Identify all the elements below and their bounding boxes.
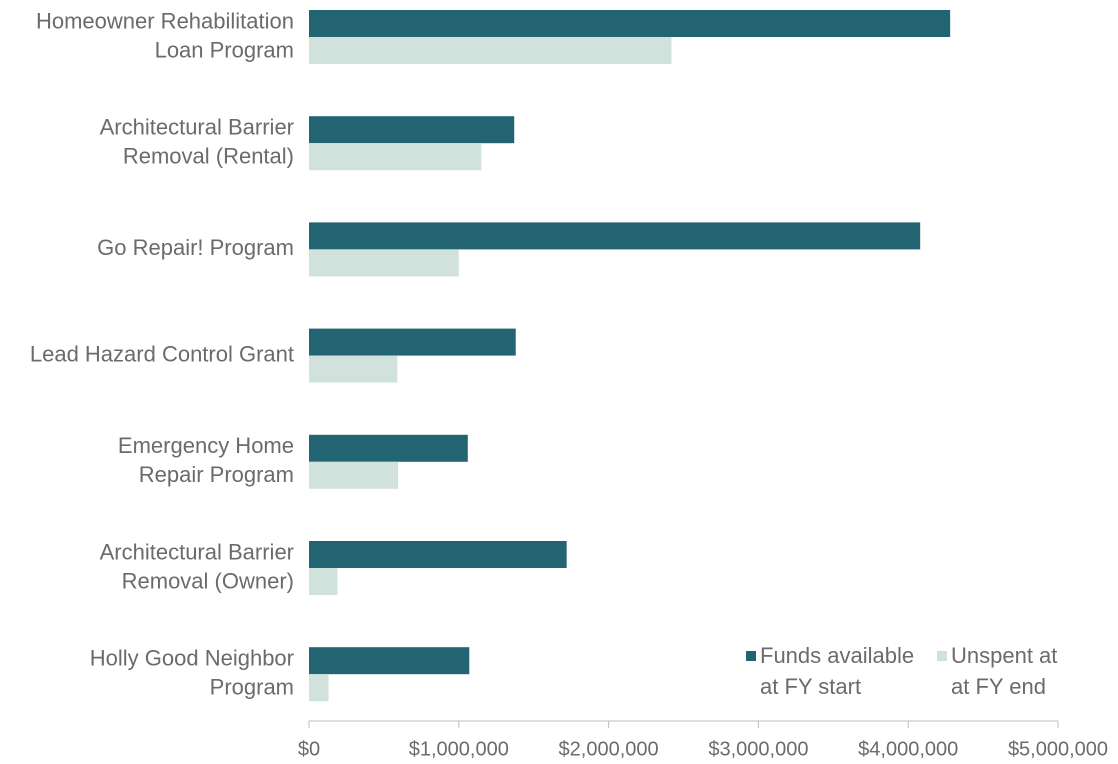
legend: Funds available at FY start Unspent at at F… <box>746 643 1057 699</box>
category-label-5-line-2: Repair Program <box>139 462 294 487</box>
category-label-3-line-1: Go Repair! Program <box>97 235 294 260</box>
category-label-2-line-2: Removal (Rental) <box>123 144 294 169</box>
x-tick-label-2: $1,000,000 <box>409 738 509 760</box>
x-tick-label-1: $0 <box>298 738 320 760</box>
bar-series-2-category-1 <box>309 37 672 64</box>
legend-swatch-1 <box>746 651 756 661</box>
bar-series-1-category-6 <box>309 541 567 568</box>
category-label-6-line-2: Removal (Owner) <box>122 568 294 593</box>
category-labels: Homeowner Rehabilitation Loan Program Arch… <box>30 8 294 699</box>
x-tick-label-3: $2,000,000 <box>559 738 659 760</box>
category-label-5-line-1: Emergency Home <box>118 433 294 458</box>
bar-series-2-category-2 <box>309 143 482 171</box>
legend-label-2-line-2: at FY end <box>951 674 1046 699</box>
bar-series-2-category-5 <box>309 461 399 489</box>
bar-series-1-category-7 <box>309 647 470 675</box>
bar-series-2-category-7 <box>309 674 329 702</box>
category-label-1-line-2: Loan Program <box>155 37 294 62</box>
legend-swatch-2 <box>937 651 947 661</box>
legend-label-2-line-1: Unspent at <box>951 643 1057 668</box>
x-tick-label-4: $3,000,000 <box>708 738 808 760</box>
bar-series-2-category-3 <box>309 249 459 277</box>
category-label-7-line-1: Holly Good Neighbor <box>90 646 294 671</box>
category-label-4-line-1: Lead Hazard Control Grant <box>30 341 294 366</box>
x-tick-label-6: $5,000,000 <box>1008 738 1108 760</box>
x-tick-label-5: $4,000,000 <box>858 738 958 760</box>
category-label-7-line-2: Program <box>210 675 294 700</box>
bar-series-1-category-2 <box>309 116 515 144</box>
bar-series-1-category-4 <box>309 328 516 356</box>
bar-series-2-category-4 <box>309 355 398 383</box>
x-axis: $0 $1,000,000 $2,000,000 $3,000,000 $4,000,0… <box>298 720 1108 760</box>
category-label-6-line-1: Architectural Barrier <box>100 539 294 564</box>
bar-series-1-category-3 <box>309 222 921 250</box>
legend-label-1-line-2: at FY start <box>760 674 861 699</box>
bar-series-1-category-1 <box>309 10 951 37</box>
bar-series-2-category-6 <box>309 568 338 595</box>
legend-label-1-line-1: Funds available <box>760 643 914 668</box>
category-label-1-line-1: Homeowner Rehabilitation <box>36 8 294 33</box>
bar-series-1-category-5 <box>309 434 468 462</box>
category-label-2-line-1: Architectural Barrier <box>100 115 294 140</box>
bars-group <box>309 10 951 702</box>
